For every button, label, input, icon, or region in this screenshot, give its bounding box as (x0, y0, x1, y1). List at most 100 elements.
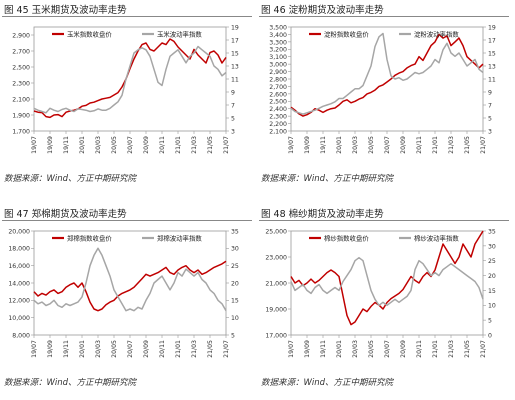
x-tick-label: 21/07 (223, 136, 230, 154)
chart-panel-46: 图 46 淀粉期货及波动率走势 2,100 2,200 2,300 2,400 2,50… (259, 2, 509, 192)
y-right-tick-label: 5 (488, 115, 492, 122)
plot-frame (290, 230, 484, 336)
x-tick-label: 20/03 (95, 136, 102, 154)
y-left-tick-label: 1,900 (12, 112, 30, 119)
legend-label: 棉纱指数收盘价 (324, 233, 369, 242)
y-right-tick-label: 11 (231, 76, 239, 83)
y-right-tick-label: 35 (488, 228, 496, 235)
y-left-tick-label: 3,000 (269, 62, 287, 69)
chart-plot: 8,000 10,000 12,000 14,000 16,000 18,000 20,00… (8, 228, 239, 358)
caption-divider (259, 16, 509, 17)
x-tick-label: 21/05 (464, 136, 471, 154)
y-right-tick-label: 10 (488, 303, 496, 310)
y-left-tick-label: 2,600 (269, 91, 287, 98)
x-tick-label: 19/09 (304, 340, 311, 358)
figure-caption: 图 46 淀粉期货及波动率走势 (261, 5, 384, 16)
y-right-tick-label: 30 (488, 243, 496, 250)
y-left-tick-label: 2,300 (269, 114, 287, 121)
chart-panel-45: 图 45 玉米期货及波动率走势 1,700 1,900 2,100 2,300 2,50… (2, 2, 252, 192)
y-right-tick-label: 9 (231, 89, 235, 96)
y-left-tick-label: 3,300 (269, 39, 287, 46)
y-left-tick-label: 3,100 (269, 54, 287, 61)
x-tick-label: 19/11 (63, 340, 70, 358)
x-tick-label: 21/05 (207, 340, 214, 358)
y-right-tick-label: 15 (231, 298, 239, 305)
legend-label: 郑棉指数收盘价 (67, 233, 112, 242)
x-tick-label: 21/03 (191, 340, 198, 358)
x-tick-label: 19/09 (47, 340, 54, 358)
x-tick-label: 21/01 (175, 340, 182, 358)
y-left-tick-label: 2,400 (269, 106, 287, 113)
y-left-tick-label: 18,000 (8, 246, 30, 253)
y-right-tick-label: 5 (231, 332, 235, 339)
y-left-tick-label: 16,000 (8, 263, 30, 270)
x-tick-label: 20/01 (336, 136, 343, 154)
y-left-tick-label: 25,000 (265, 228, 287, 235)
y-right-tick-label: 13 (231, 63, 239, 70)
figure-caption: 图 47 郑棉期货及波动率走势 (4, 209, 127, 220)
chart-plot: 2,1002,2002,3002,4002,5002,6002,7002,800… (269, 24, 496, 154)
legend: 淀粉指数收盘价 淀粉波动率指数 (309, 29, 459, 38)
caption-divider (2, 16, 252, 17)
x-tick-label: 19/07 (31, 340, 38, 358)
legend: 郑棉指数收盘价 郑棉波动率指数 (52, 233, 202, 242)
y-left-tick-label: 2,800 (269, 76, 287, 83)
x-tick-label: 20/05 (111, 340, 118, 358)
y-right-tick-label: 15 (231, 50, 239, 57)
y-right-tick-label: 3 (488, 128, 492, 135)
x-tick-label: 20/09 (143, 340, 150, 358)
y-left-tick-label: 21,000 (265, 280, 287, 287)
x-tick-label: 19/11 (320, 136, 327, 154)
y-left-tick-label: 3,400 (269, 32, 287, 39)
x-tick-label: 21/07 (223, 340, 230, 358)
y-right-tick-label: 13 (488, 63, 496, 70)
x-tick-label: 20/11 (159, 136, 166, 154)
legend-label: 淀粉波动率指数 (414, 29, 459, 38)
caption-divider (2, 220, 252, 221)
y-left-tick-label: 2,700 (269, 84, 287, 91)
series-line (290, 33, 484, 117)
x-tick-label: 21/07 (480, 136, 487, 154)
legend: 棉纱指数收盘价 棉纱波动率指数 (309, 233, 459, 242)
y-right-tick-label: 15 (488, 288, 496, 295)
y-left-tick-label: 19,000 (265, 306, 287, 313)
source-note: 数据来源：Wind、方正中期研究院 (4, 378, 137, 388)
x-tick-label: 20/05 (368, 340, 375, 358)
y-left-tick-label: 1,700 (12, 128, 30, 135)
y-right-tick-label: 17 (488, 37, 496, 44)
y-right-tick-label: 30 (231, 246, 239, 253)
legend-label: 玉米波动率指数 (157, 29, 202, 38)
x-tick-label: 20/05 (111, 136, 118, 154)
x-tick-label: 21/03 (191, 136, 198, 154)
x-tick-label: 20/11 (416, 136, 423, 154)
y-right-tick-label: 20 (488, 273, 496, 280)
chart-panel-48: 图 48 棉纱期货及波动率走势 17,000 19,000 21,000 23,000… (259, 206, 509, 396)
x-tick-label: 20/09 (143, 136, 150, 154)
y-right-tick-label: 25 (231, 263, 239, 270)
x-tick-label: 20/03 (352, 340, 359, 358)
series-line (290, 256, 484, 307)
x-tick-label: 21/01 (432, 136, 439, 154)
y-left-tick-label: 8,000 (12, 332, 30, 339)
x-tick-label: 20/07 (127, 136, 134, 154)
source-note: 数据来源：Wind、方正中期研究院 (4, 174, 137, 184)
y-right-tick-label: 5 (231, 115, 235, 122)
y-left-tick-label: 3,500 (269, 24, 287, 31)
x-tick-label: 20/09 (400, 136, 407, 154)
x-tick-label: 21/05 (207, 136, 214, 154)
y-right-tick-label: 19 (488, 24, 496, 31)
y-right-tick-label: 25 (488, 258, 496, 265)
x-tick-label: 20/01 (336, 340, 343, 358)
legend-label: 淀粉指数收盘价 (324, 29, 369, 38)
x-tick-label: 21/03 (448, 136, 455, 154)
x-tick-label: 21/07 (480, 340, 487, 358)
y-right-tick-label: 17 (231, 37, 239, 44)
x-tick-label: 21/05 (464, 340, 471, 358)
y-left-tick-label: 10,000 (8, 315, 30, 322)
series-line (33, 38, 227, 119)
y-left-tick-label: 2,100 (12, 96, 30, 103)
chart-plot: 17,000 19,000 21,000 23,000 25,000 0 5 10 15 20 25… (265, 228, 496, 358)
chart-panel-47: 图 47 郑棉期货及波动率走势 8,000 10,000 12,000 14,000 1… (2, 206, 252, 396)
legend-label: 棉纱波动率指数 (414, 233, 459, 242)
x-tick-label: 20/03 (95, 340, 102, 358)
